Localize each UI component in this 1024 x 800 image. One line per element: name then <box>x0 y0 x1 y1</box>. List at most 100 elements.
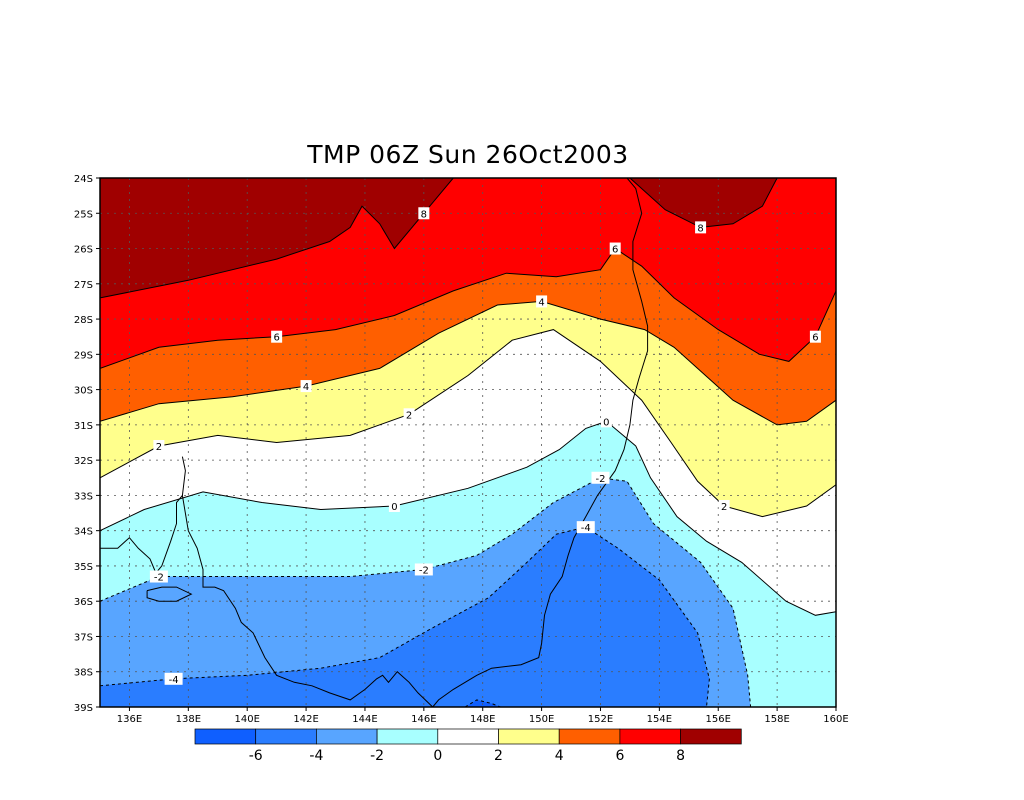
contour-label-bg <box>403 408 415 421</box>
contour-line-8 <box>629 178 778 228</box>
contour-line-8 <box>100 178 454 299</box>
contour-label: 8 <box>697 223 703 234</box>
colorbar-swatch <box>194 728 257 745</box>
lat-label: 30S <box>74 386 93 397</box>
colorbar-label: 6 <box>615 748 624 764</box>
contour-label-bg <box>388 499 400 512</box>
colorbar-swatch <box>376 728 439 745</box>
contour-label-bg <box>149 570 168 583</box>
coastline <box>100 178 649 707</box>
contour-label: -4 <box>581 523 591 534</box>
contour-label-bg <box>609 242 621 255</box>
lon-label: 140E <box>234 714 259 725</box>
lon-label: 138E <box>176 714 201 725</box>
lat-label: 32S <box>74 456 93 467</box>
lat-label: 26S <box>74 245 93 256</box>
colorbar-label: -6 <box>249 748 263 764</box>
contour-label-bg <box>600 415 612 428</box>
contour-line--6 <box>464 699 501 707</box>
lon-label: 158E <box>764 714 789 725</box>
kangaroo-island-coastline <box>146 586 193 602</box>
contour-label: 4 <box>538 297 544 308</box>
lon-label: 148E <box>470 714 495 725</box>
contour-label-bg <box>164 672 183 685</box>
spencer-gulf-coastline <box>181 456 186 496</box>
contour-line--4 <box>100 526 710 707</box>
contour-label: 0 <box>391 502 397 513</box>
contour-line-6 <box>100 247 836 369</box>
colorbar-label: 8 <box>676 748 685 764</box>
contour-label: 0 <box>603 417 609 428</box>
lat-label: 35S <box>74 562 93 573</box>
lon-label: 156E <box>706 714 731 725</box>
lat-label: 33S <box>74 491 93 502</box>
lon-label: 152E <box>588 714 613 725</box>
contour-label: 2 <box>406 410 412 421</box>
contour-label-bg <box>718 499 730 512</box>
lon-label: 150E <box>529 714 554 725</box>
contour-label-bg <box>695 221 707 234</box>
lon-label: 136E <box>117 714 142 725</box>
contour-label-bg <box>414 563 433 576</box>
contour-line--2 <box>100 477 752 707</box>
colorbar-swatch <box>437 728 499 745</box>
contour-label-bg <box>809 330 821 343</box>
colorbar-swatch <box>680 728 742 745</box>
colorbar-swatch <box>619 728 681 745</box>
contour-label-bg <box>271 330 283 343</box>
contour-lines <box>100 178 836 707</box>
contour-label-bg <box>418 207 430 220</box>
lat-label: 36S <box>74 597 93 608</box>
colorbar-swatch <box>558 728 621 745</box>
contour-label: 2 <box>721 502 727 513</box>
contour-label-bg <box>591 471 610 484</box>
colorbar-label: 0 <box>433 748 442 764</box>
plot-frame <box>99 177 837 708</box>
colorbar-swatch <box>255 728 317 745</box>
colorbar-label: 4 <box>555 748 564 764</box>
lat-label: 29S <box>74 350 93 361</box>
axis-ticks: 24S 25S 26S 27S 28S 29S 30S 31S 32S 33S 34S 35S 36S 3… <box>74 174 849 725</box>
lat-label: 37S <box>74 632 93 643</box>
colorbar: -6 -4 -2 0 2 4 6 8 <box>194 728 742 764</box>
contour-label: -2 <box>419 565 429 576</box>
colorbar-swatch <box>316 728 378 745</box>
lat-label: 25S <box>74 209 93 220</box>
contour-label: -4 <box>169 675 179 686</box>
contour-label: 6 <box>273 333 279 344</box>
contour-label: 6 <box>612 245 618 256</box>
colorbar-swatch <box>498 728 560 745</box>
lat-label: 27S <box>74 280 93 291</box>
band-below--4 <box>100 527 710 707</box>
contour-line-2 <box>100 329 836 518</box>
contour-fills <box>100 178 836 707</box>
map-title: TMP 06Z Sun 26Oct2003 <box>307 140 629 169</box>
colorbar-label: 2 <box>494 748 503 764</box>
contour-label-bg <box>536 295 548 308</box>
contour-label: -2 <box>595 474 605 485</box>
lat-label: 39S <box>74 703 93 714</box>
lat-label: 31S <box>74 421 93 432</box>
colorbar-label: -4 <box>309 748 323 764</box>
lon-label: 144E <box>352 714 377 725</box>
contour-label: 8 <box>421 209 427 220</box>
colorbar-label: -2 <box>370 748 384 764</box>
lon-label: 160E <box>823 714 848 725</box>
lat-label: 28S <box>74 315 93 326</box>
contour-label: 2 <box>156 442 162 453</box>
lat-label: 34S <box>74 527 93 538</box>
lon-label: 146E <box>411 714 436 725</box>
contour-label-bg <box>576 521 595 534</box>
lat-label: 38S <box>74 668 93 679</box>
contour-line-0 <box>100 420 836 616</box>
contour-label-bg <box>300 380 312 393</box>
lat-label: 24S <box>74 174 93 185</box>
lon-label: 142E <box>293 714 318 725</box>
contour-labels: 8 8 6 6 6 4 4 2 2 2 0 0 -2 -2 -2 -4 -4 <box>149 207 821 686</box>
contour-label: 4 <box>303 382 309 393</box>
lon-label: 154E <box>647 714 672 725</box>
contour-label: 6 <box>812 333 818 344</box>
contour-label: -2 <box>154 573 164 584</box>
contour-label-bg <box>153 440 165 453</box>
